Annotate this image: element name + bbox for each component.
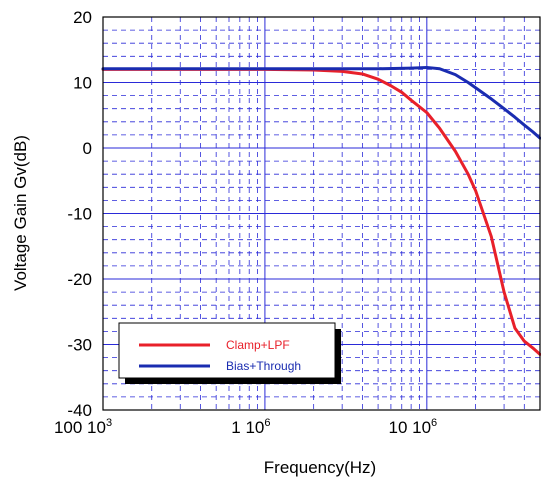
series-line-0 — [101, 67, 541, 356]
y-tick-labels: 20 10 0 -10 -20 -30 -40 — [67, 8, 92, 420]
y-tick-label: 20 — [73, 8, 92, 27]
series-line-1 — [101, 65, 541, 140]
x-tick-label: 10 106 — [388, 417, 437, 437]
legend: Clamp+LPF Bias+Through — [118, 322, 341, 384]
x-tick-labels: 100 103 1 106 10 106 — [54, 417, 437, 437]
legend-box — [118, 322, 336, 379]
y-tick-label: 10 — [73, 74, 92, 93]
series-lines — [101, 65, 541, 356]
x-tick-label: 100 103 — [54, 417, 112, 437]
y-tick-label: -20 — [67, 270, 92, 289]
legend-label-1: Bias+Through — [226, 359, 301, 373]
legend-label-0: Clamp+LPF — [226, 338, 290, 352]
y-tick-label: -30 — [67, 336, 92, 355]
x-axis-label: Frequency(Hz) — [264, 458, 376, 477]
y-tick-label: -40 — [67, 401, 92, 420]
y-tick-label: -10 — [67, 205, 92, 224]
y-axis-label: Voltage Gain Gv(dB) — [11, 135, 30, 291]
y-tick-label: 0 — [83, 139, 92, 158]
x-tick-label: 1 106 — [231, 417, 270, 437]
plot-frame — [102, 16, 541, 411]
legend-items: Clamp+LPF Bias+Through — [139, 338, 301, 373]
